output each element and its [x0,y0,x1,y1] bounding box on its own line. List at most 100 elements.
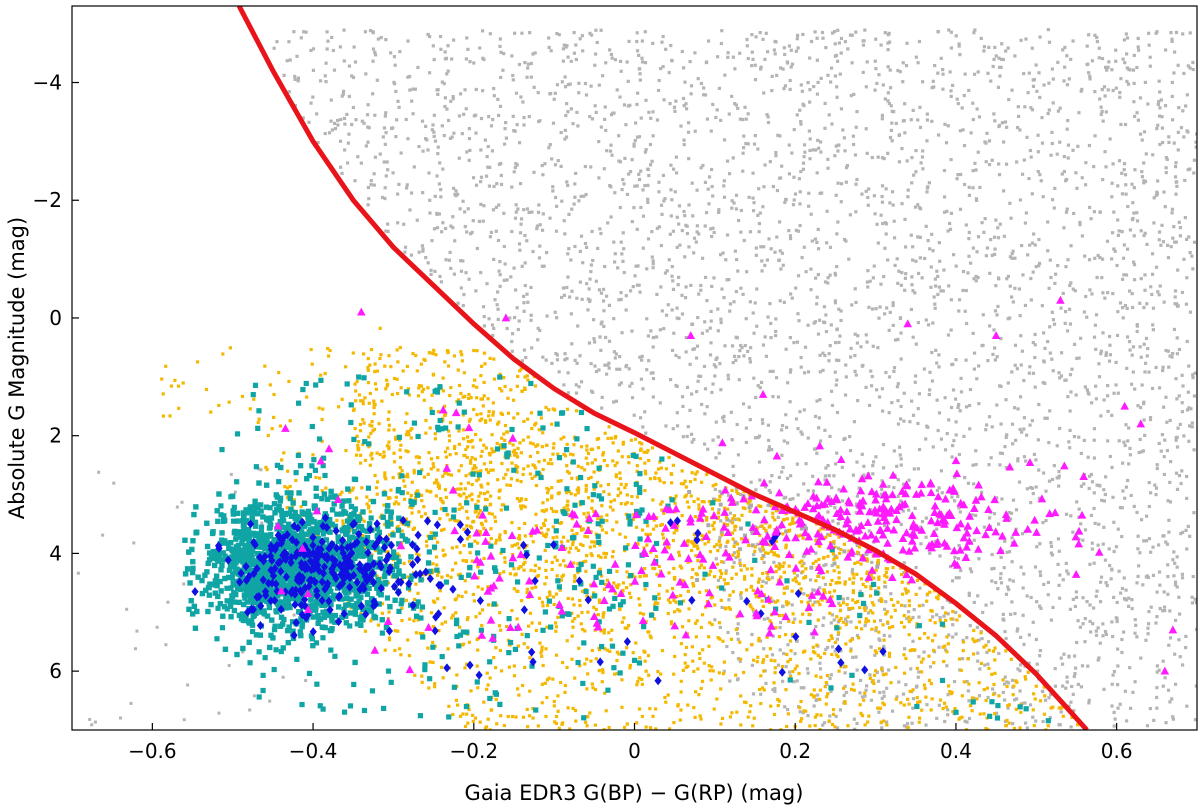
gray-point [1132,211,1136,215]
yellow-point [797,671,801,676]
gray-point [933,63,937,68]
gray-point [887,484,891,489]
yellow-point [786,660,790,664]
gray-point [786,381,790,385]
gray-point [446,118,451,123]
gray-point [992,512,997,516]
gray-point [950,579,955,583]
gray-point [736,269,740,273]
gray-point [1181,32,1185,36]
gray-point [1125,306,1129,311]
yellow-point [604,552,609,556]
gray-point [439,188,443,192]
gray-point [386,229,390,233]
gray-point [490,323,495,327]
yellow-point [574,409,579,413]
gray-point [485,282,489,286]
yellow-point [508,453,512,458]
gray-point [674,353,678,358]
yellow-point [553,555,557,559]
gray-point [1008,316,1012,320]
gray-point [855,668,859,672]
yellow-point [344,365,348,369]
gray-point [877,395,882,399]
gray-point [1105,583,1109,588]
gray-point [790,62,795,66]
gray-point [502,211,506,215]
yellow-point [727,606,731,610]
yellow-point [702,661,706,665]
yellow-point [389,518,394,522]
gray-point [1010,536,1014,540]
gray-point [876,346,880,350]
gray-point [1040,141,1045,145]
yellow-point [751,588,755,593]
gray-point [493,298,497,302]
gray-point [512,170,516,174]
gray-point [76,571,80,575]
gray-point [628,103,632,107]
gray-point [522,208,526,212]
gray-point [872,264,876,268]
yellow-point [663,695,667,700]
yellow-point [318,476,322,480]
yellow-point [734,673,738,677]
gray-point [1191,574,1195,579]
gray-point [474,113,478,117]
yellow-point [485,671,489,675]
gray-point [742,354,746,358]
yellow-point [856,560,860,564]
gray-point [749,346,753,350]
yellow-point [859,577,864,581]
gray-point [974,279,978,283]
gray-point [869,645,873,649]
gray-point [683,255,687,259]
gray-point [911,245,915,249]
gray-point [593,340,597,344]
gray-point [806,671,810,675]
gray-point [896,68,900,73]
yellow-point [929,708,933,712]
yellow-point [700,613,705,617]
gray-point [1000,121,1005,125]
gray-point [1123,303,1128,308]
gray-point [682,209,686,214]
gray-point [878,305,882,309]
yellow-point [404,474,408,479]
gray-point [1042,471,1046,475]
gray-point [1028,365,1032,369]
gray-point [1152,196,1156,200]
gray-point [458,207,462,211]
yellow-point [512,664,516,668]
gray-point [771,394,775,399]
yellow-point [496,478,500,482]
gray-point [406,137,410,141]
gray-point [717,210,721,215]
yellow-point [793,667,797,671]
gray-point [769,335,773,340]
gray-point [1030,419,1034,423]
gray-point [597,368,601,372]
yellow-point [776,703,780,708]
gray-point [661,65,665,69]
yellow-point [774,539,779,543]
gray-point [1072,654,1077,658]
gray-point [1066,156,1070,160]
yellow-point [463,579,467,583]
gray-point [553,163,558,167]
gray-point [1000,42,1004,46]
gray-point [1178,226,1183,230]
gray-point [916,421,920,426]
gray-point [754,253,758,257]
yellow-point [818,727,822,730]
gray-point [557,33,561,37]
gray-point [848,449,853,453]
yellow-point [551,677,555,681]
gray-point [578,249,582,253]
gray-point [182,718,186,722]
gray-point [814,148,818,152]
gray-point [1136,118,1141,122]
gray-point [1158,583,1162,587]
gray-point [1170,207,1175,211]
yellow-point [468,551,472,555]
